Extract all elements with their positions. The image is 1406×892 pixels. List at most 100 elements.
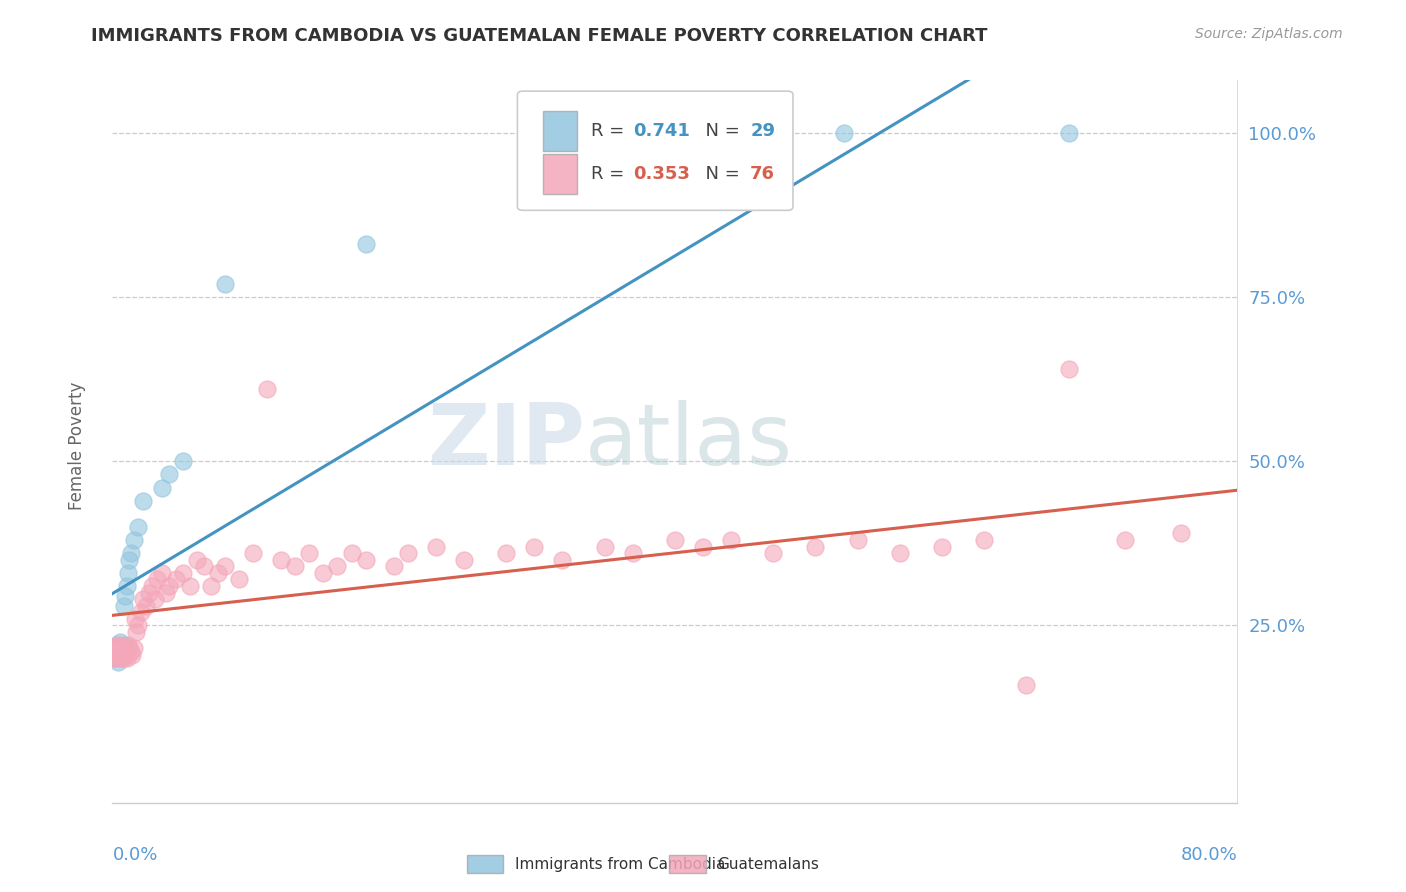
- Point: [129, 605, 152, 619]
- Text: atlas: atlas: [585, 400, 793, 483]
- Point: [242, 546, 264, 560]
- Point: [120, 645, 142, 659]
- Point: [146, 573, 169, 587]
- Point: [762, 546, 785, 560]
- Point: [127, 618, 149, 632]
- Point: [111, 648, 134, 662]
- Point: [551, 553, 574, 567]
- Point: [298, 546, 321, 560]
- FancyBboxPatch shape: [543, 111, 576, 151]
- Point: [114, 589, 136, 603]
- Point: [117, 638, 139, 652]
- Point: [112, 599, 135, 613]
- Text: 0.353: 0.353: [633, 165, 690, 183]
- Text: ZIP: ZIP: [427, 400, 585, 483]
- Point: [165, 573, 187, 587]
- Point: [132, 592, 155, 607]
- Point: [207, 566, 229, 580]
- Point: [141, 579, 163, 593]
- Text: 0.741: 0.741: [633, 122, 690, 140]
- Point: [172, 566, 194, 580]
- Point: [523, 540, 546, 554]
- Point: [107, 651, 129, 665]
- Text: 80.0%: 80.0%: [1181, 847, 1237, 864]
- Point: [122, 641, 145, 656]
- Point: [312, 566, 335, 580]
- Point: [105, 638, 128, 652]
- Point: [117, 566, 139, 580]
- Point: [200, 579, 222, 593]
- Point: [256, 382, 278, 396]
- Point: [1057, 362, 1080, 376]
- Point: [104, 651, 127, 665]
- Point: [889, 546, 911, 560]
- Point: [135, 599, 157, 613]
- Text: Guatemalans: Guatemalans: [717, 856, 818, 871]
- Point: [127, 520, 149, 534]
- Point: [155, 585, 177, 599]
- Point: [664, 533, 686, 547]
- Point: [284, 559, 307, 574]
- Point: [110, 651, 132, 665]
- Point: [340, 546, 363, 560]
- Point: [157, 467, 180, 482]
- Text: R =: R =: [591, 165, 630, 183]
- Text: Source: ZipAtlas.com: Source: ZipAtlas.com: [1195, 27, 1343, 41]
- Point: [973, 533, 995, 547]
- Text: Female Poverty: Female Poverty: [69, 382, 86, 510]
- Point: [931, 540, 953, 554]
- Point: [107, 641, 129, 656]
- Point: [832, 126, 855, 140]
- Point: [132, 493, 155, 508]
- Point: [1057, 126, 1080, 140]
- Point: [804, 540, 827, 554]
- Text: 76: 76: [751, 165, 775, 183]
- Text: 29: 29: [751, 122, 775, 140]
- Point: [124, 612, 146, 626]
- FancyBboxPatch shape: [467, 855, 503, 873]
- Text: N =: N =: [695, 122, 745, 140]
- Point: [425, 540, 447, 554]
- Point: [214, 559, 236, 574]
- Point: [692, 540, 714, 554]
- Point: [111, 645, 134, 659]
- Point: [138, 585, 160, 599]
- Point: [105, 638, 128, 652]
- Point: [453, 553, 475, 567]
- Text: N =: N =: [695, 165, 745, 183]
- Point: [115, 651, 138, 665]
- Point: [104, 648, 127, 662]
- Point: [1170, 526, 1192, 541]
- Point: [103, 645, 125, 659]
- Point: [1015, 677, 1038, 691]
- Point: [118, 553, 141, 567]
- Point: [108, 638, 131, 652]
- Point: [111, 648, 134, 662]
- Point: [621, 546, 644, 560]
- FancyBboxPatch shape: [669, 855, 706, 873]
- Point: [108, 645, 131, 659]
- Point: [179, 579, 201, 593]
- Text: R =: R =: [591, 122, 630, 140]
- Point: [270, 553, 292, 567]
- Point: [112, 651, 135, 665]
- Point: [1114, 533, 1136, 547]
- Point: [105, 645, 128, 659]
- Point: [382, 559, 405, 574]
- FancyBboxPatch shape: [517, 91, 793, 211]
- Point: [110, 641, 132, 656]
- Point: [118, 641, 141, 656]
- Point: [112, 638, 135, 652]
- Point: [125, 625, 148, 640]
- Text: Immigrants from Cambodia: Immigrants from Cambodia: [515, 856, 725, 871]
- Point: [354, 237, 377, 252]
- Point: [193, 559, 215, 574]
- Point: [150, 481, 173, 495]
- Point: [122, 533, 145, 547]
- Point: [157, 579, 180, 593]
- Point: [143, 592, 166, 607]
- Point: [108, 645, 131, 659]
- Point: [107, 641, 129, 656]
- Point: [114, 645, 136, 659]
- Point: [104, 641, 127, 656]
